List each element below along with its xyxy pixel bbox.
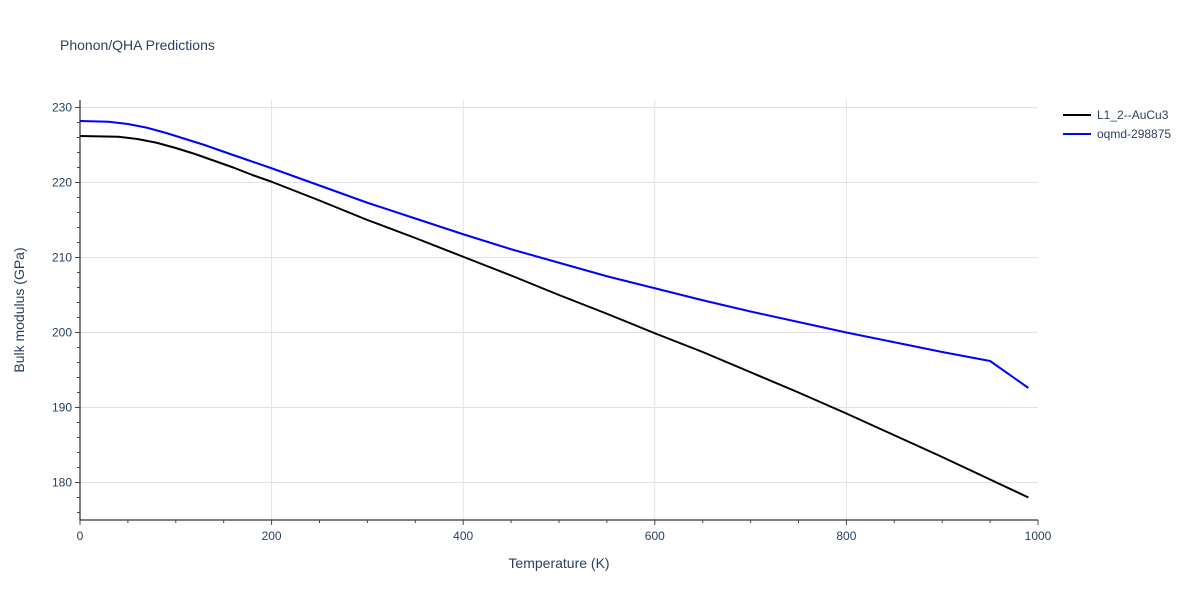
x-tick-label: 200: [262, 529, 282, 543]
x-tick-label: 800: [836, 529, 856, 543]
y-tick-label: 200: [52, 326, 72, 340]
chart-title: Phonon/QHA Predictions: [60, 37, 215, 53]
x-tick-label: 600: [645, 529, 665, 543]
series-line-0: [79, 135, 1029, 499]
x-tick-label: 400: [453, 529, 473, 543]
legend-label: oqmd-298875: [1097, 127, 1171, 141]
y-tick-label: 190: [52, 401, 72, 415]
y-tick-label: 210: [52, 251, 72, 265]
x-tick-label: 1000: [1025, 529, 1052, 543]
y-tick-label: 180: [52, 476, 72, 490]
y-tick-label: 230: [52, 101, 72, 115]
y-axis-label: Bulk modulus (GPa): [11, 247, 27, 372]
legend-label: L1_2--AuCu3: [1097, 108, 1169, 122]
series-line-1: [79, 120, 1029, 389]
x-axis-label: Temperature (K): [508, 555, 609, 571]
legend-item-0[interactable]: L1_2--AuCu3: [1063, 108, 1169, 122]
grid-layer: [80, 100, 1038, 520]
legend[interactable]: L1_2--AuCu3 oqmd-298875: [1063, 108, 1171, 141]
axes-layer: 180 190 200 210 220 230 0 200 400 600 800 1000: [52, 100, 1052, 543]
legend-item-1[interactable]: oqmd-298875: [1063, 127, 1171, 141]
series-layer: [79, 120, 1029, 499]
y-tick-label: 220: [52, 176, 72, 190]
x-tick-label: 0: [77, 529, 84, 543]
